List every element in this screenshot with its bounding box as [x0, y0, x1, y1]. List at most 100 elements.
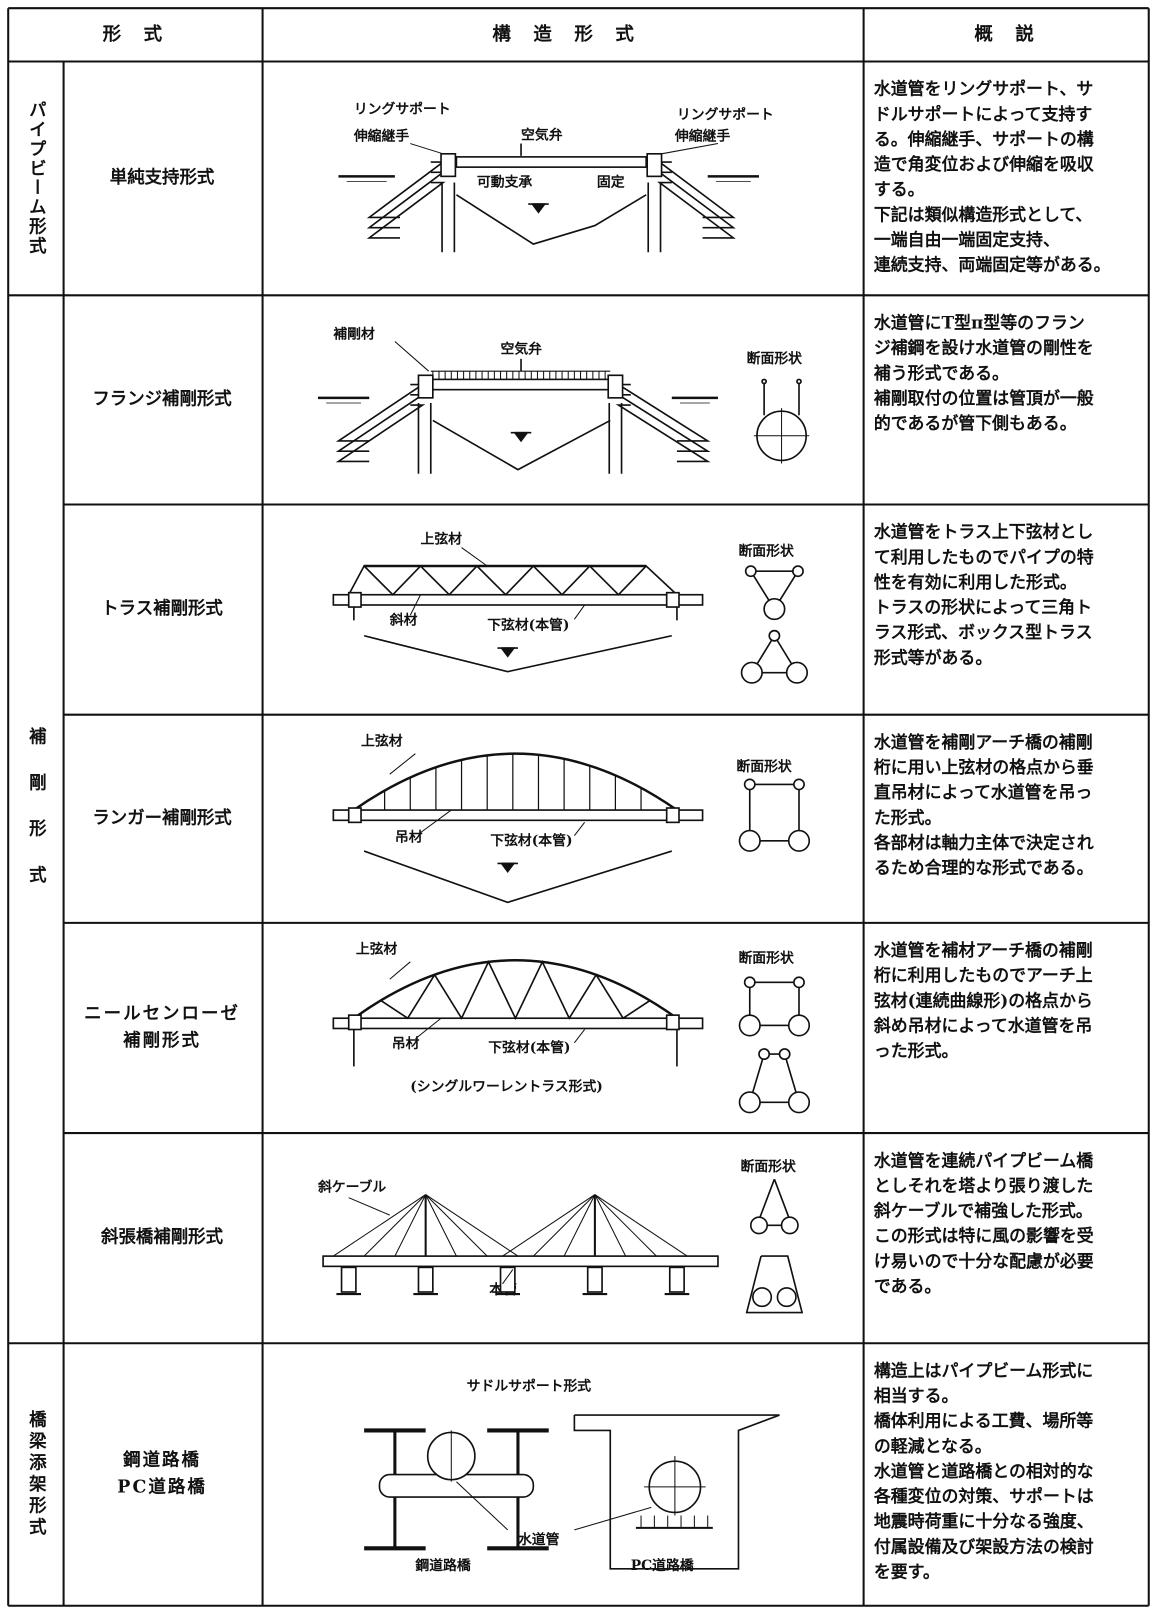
slope-pipe [366, 181, 446, 239]
diagram-label: 斜ケーブル [317, 1178, 386, 1195]
summary-line: 水道管と道路橋との相対的な [874, 1461, 1094, 1481]
diagram-label: 吊材 [392, 1035, 420, 1052]
summary-line: 桁に利用したものでアーチ上 [874, 965, 1093, 985]
summary-line: 斜ケーブルで補強した形式。 [873, 1201, 1093, 1221]
diagram-label: リングサポート [677, 106, 774, 123]
summary-line: としそれを塔より張り渡した [874, 1175, 1093, 1195]
diagonals [348, 564, 678, 596]
summary-line: け易いので十分な配慮が必要 [874, 1251, 1094, 1271]
stroke [363, 1194, 427, 1257]
stroke [415, 1017, 442, 1040]
circle [793, 778, 805, 791]
stroke [594, 1194, 688, 1257]
water-mark [514, 431, 529, 443]
section [745, 1255, 804, 1314]
pier [586, 1266, 603, 1293]
stroke [573, 1029, 586, 1044]
valley [455, 194, 647, 245]
circle [787, 1091, 811, 1114]
water-mark [500, 647, 516, 658]
section [755, 1178, 793, 1227]
diagram-label: 上弦材 [361, 732, 403, 749]
diagram-label: 下弦材(本管) [490, 832, 572, 849]
slope-pipe [657, 161, 736, 219]
diagram-label: 鋼道路橋 [414, 1557, 470, 1574]
summary-line: 水道管をリングサポート、サ [874, 79, 1093, 99]
ring-support [417, 374, 434, 399]
section [750, 570, 800, 611]
diagram-label: 上弦材 [356, 941, 398, 958]
pipe [332, 593, 704, 606]
form-name: トラス補剛形式 [101, 598, 223, 619]
circle [738, 1091, 761, 1114]
stroke [661, 143, 719, 155]
circle [738, 1014, 761, 1037]
diagram-label: 下弦材(本管) [487, 616, 569, 633]
stroke [394, 341, 430, 372]
summary-line: を要す。 [874, 1561, 940, 1581]
form-name: ニールセンローゼ [84, 1003, 240, 1024]
stroke [573, 822, 586, 837]
form-name: 斜張橋補剛形式 [100, 1227, 224, 1248]
diagram-label: リングサポート [354, 101, 451, 118]
pipe [455, 156, 647, 168]
form-name: フランジ補剛形式 [92, 388, 232, 409]
pier [417, 1266, 434, 1293]
diagram-label: 可動支承 [477, 174, 532, 191]
circle [785, 661, 809, 684]
arch [353, 752, 678, 812]
circle [743, 976, 756, 989]
summary-line: 橋体利用による工費、場所等 [874, 1411, 1093, 1431]
slope-pipe [366, 171, 446, 229]
support [665, 591, 680, 608]
summary-line: 一端自由一端固定支持、 [874, 229, 1060, 249]
stroke [563, 1194, 596, 1257]
form-name: 単純支持形式 [110, 167, 215, 188]
stroke [389, 753, 416, 775]
summary-line: 水道管をトラス上下弦材とし [874, 522, 1093, 542]
summary-line: るため合理的な形式である。 [874, 858, 1094, 878]
diagram-label: 伸縮継手 [674, 127, 730, 144]
support [665, 1014, 680, 1031]
diagram-label: PC道路橋 [631, 1557, 694, 1574]
summary-line: 構造上はパイプビーム形式に [874, 1360, 1093, 1380]
diagram-label: 断面形状 [747, 350, 802, 367]
summary-line: 造で角変位および伸縮を吸収 [874, 154, 1094, 174]
summary-line: ラス形式、ボックス型トラス [874, 622, 1093, 642]
summary-line: ドルサポートによって支持す [874, 104, 1093, 124]
summary-line: る。伸縮継手、サポートの構 [874, 129, 1094, 149]
slope-pipe [615, 404, 711, 463]
pc-box [573, 1414, 780, 1570]
summary-line: 水道管にT型π型等のフラン [874, 313, 1085, 333]
support [347, 807, 362, 824]
circle [793, 976, 805, 989]
summary-line: 水道管を連続パイプビーム橋 [874, 1150, 1093, 1170]
dot [796, 378, 802, 385]
stroke [420, 809, 452, 834]
section [748, 783, 800, 842]
diagram-label: 空気弁 [501, 341, 543, 358]
header-structure: 構造形式 [492, 23, 656, 45]
summary-line: 各種変位の対策、サポートは [873, 1486, 1094, 1506]
summary-line: 斜め吊材によって水道管を吊 [873, 1015, 1092, 1035]
support [347, 1014, 362, 1031]
summary-line: 地震時荷重に十分なる強度、 [874, 1511, 1094, 1531]
form-name: ランガー補剛形式 [92, 807, 232, 828]
summary-line: 相当する。 [874, 1386, 959, 1406]
stroke [502, 1269, 514, 1285]
summary-line: った形式。 [874, 1041, 959, 1061]
diagram-label: 水道管 [518, 1531, 560, 1548]
hangers [353, 959, 678, 1021]
summary-line: 桁に用い上弦材の格点から垂 [874, 757, 1094, 777]
pipe [332, 1017, 704, 1030]
diagram-label: 空気弁 [521, 126, 563, 143]
support [665, 807, 680, 824]
diagram-label: 断面形状 [738, 950, 793, 967]
stroke [348, 1197, 390, 1216]
pier [340, 1266, 357, 1293]
group-label: 橋梁添架形式 [26, 1409, 47, 1539]
form-name: 鋼道路橋 [122, 1450, 201, 1471]
stroke [461, 547, 488, 567]
form-name: 補剛形式 [122, 1030, 201, 1051]
arch [353, 959, 678, 1020]
